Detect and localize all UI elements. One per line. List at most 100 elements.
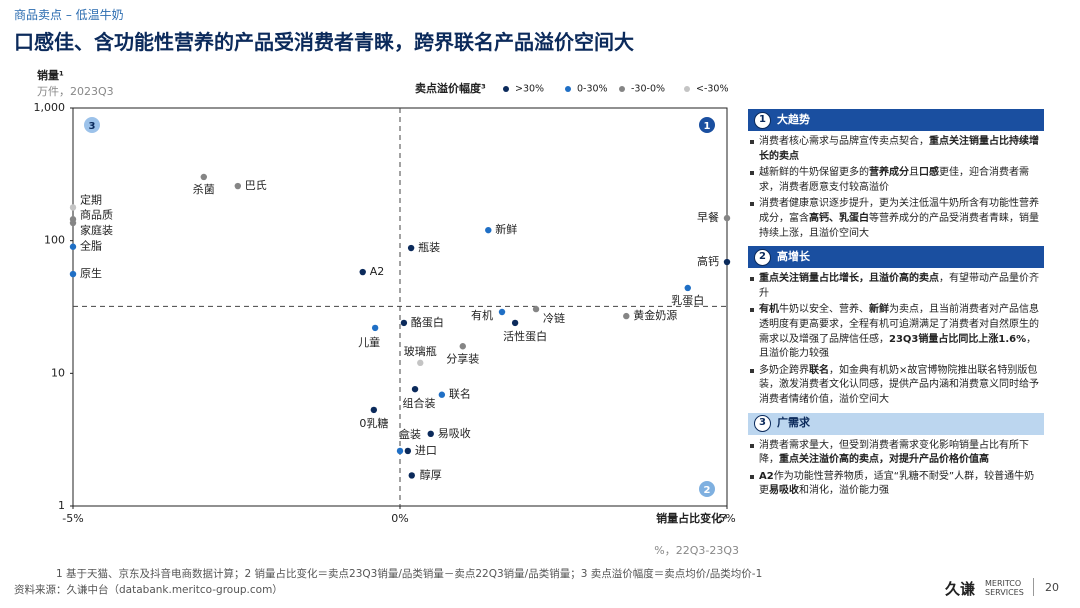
- bullet-text: 多奶企跨界: [759, 364, 809, 376]
- point: [69, 243, 77, 250]
- point-label: 分享装: [446, 351, 479, 365]
- bullet-text: 越新鲜的牛奶保留更多的: [759, 167, 869, 179]
- bullet-text: 易吸收: [769, 485, 799, 497]
- page-number: 20: [1045, 581, 1059, 594]
- point: [438, 391, 446, 398]
- point: [532, 305, 540, 313]
- section-title: 高增长: [777, 249, 810, 263]
- quadrant-badge: [699, 117, 715, 133]
- point: [485, 226, 492, 234]
- legend-label: -30-0%: [631, 84, 665, 95]
- bullet-text: 重点关注销量占比持续增长的卖点: [759, 136, 1039, 162]
- bullet: 多奶企跨界联名，如金典有机奶×故宫博物院推出联名特别版包装，激发消费者文化认同感…: [748, 364, 1044, 408]
- bullet-text: 消费者核心需求与品牌宣传卖点契合，: [759, 136, 929, 147]
- point-label: 早餐: [697, 210, 719, 224]
- bullet: 有机牛奶以安全、营养、新鲜为卖点，且当前消费者对产品信息透明度有更高要求，全程有…: [748, 303, 1044, 361]
- bullet-text: 口感: [919, 167, 939, 179]
- bullet-text: 高钙、乳蛋白: [809, 212, 869, 224]
- bullet-text: 重点关注溢价高的卖点，对提升产品价格价值高: [779, 454, 989, 466]
- x-tick-label: 0%: [391, 512, 408, 525]
- point-label: A2: [370, 265, 385, 278]
- y-axis-title: 销量¹: [37, 68, 64, 82]
- quadrant-label: 2: [704, 485, 711, 496]
- logo: 久谦: [945, 580, 976, 598]
- panel-section: 1 大趋势 消费者核心需求与品牌宣传卖点契合，重点关注销量占比持续增长的卖点 越新鲜的…: [748, 109, 1044, 241]
- bullet-text: 为卖点，且当前消费者对产品信息透明度有更高要求，全程有机可追溯满足了消费者对自然…: [759, 304, 1039, 345]
- point-label: 冷链: [543, 311, 565, 325]
- point-label: 巴氏: [245, 179, 267, 192]
- bullet-text: 有机: [759, 304, 779, 316]
- section-header: 3 广需求: [748, 412, 1044, 435]
- bullet-text: 作为功能性营养物质，适宜“乳糖不耐受”人群，较普通牛奶更: [759, 470, 1035, 497]
- legend-title: 卖点溢价幅度³: [415, 81, 486, 95]
- bullet: A2作为功能性营养物质，适宜“乳糖不耐受”人群，较普通牛奶更易吸收和消化，溢价能…: [748, 470, 1044, 499]
- point-label: 乳蛋白: [671, 293, 704, 307]
- point-label: 组合装: [403, 396, 436, 410]
- panel-section: 3 广需求消费者需求量大，但受到消费者需求变化影响销量占比有所下降，重点关注溢价高…: [748, 412, 1044, 499]
- bullet-text: ，且溢价能力较强: [759, 333, 1037, 360]
- y-tick-label: 1: [58, 499, 65, 512]
- y-tick-label: 10: [51, 366, 65, 379]
- point-label: 瓶装: [418, 240, 440, 254]
- y-tick-label: 100: [44, 234, 65, 247]
- chart: 销量¹ 万件，2023Q3 卖点溢价幅度³ 销量占比变化² %，22Q3-23Q…: [34, 68, 740, 557]
- logo-en: MERITCO SERVICES: [985, 579, 1024, 597]
- point: [427, 430, 434, 438]
- point-label: 高钙: [697, 254, 719, 268]
- point: [407, 244, 415, 252]
- point-label: 商品质: [80, 207, 113, 221]
- point-label: 0乳糖: [359, 416, 388, 430]
- slide-title: 口感佳、含功能性营养的产品受消费者青睐，跨界联名产品溢价空间大: [14, 30, 634, 54]
- point-label: 杀菌: [193, 182, 215, 196]
- bullet-text: 23Q3销量占比同比上涨1.6%: [889, 333, 1027, 345]
- x-axis-subtitle: %，22Q3-23Q3: [654, 544, 739, 557]
- section-number: 1: [754, 111, 771, 129]
- point-label: 儿童: [358, 335, 380, 349]
- point-label: 有机: [471, 308, 493, 322]
- bullet-text: 和消化，溢价能力强: [799, 485, 889, 497]
- point: [370, 406, 378, 414]
- bullet-text: 消费者健康意识逐步提升，更为关注低温牛奶所含有功能性营养成分，富含: [759, 198, 1039, 224]
- section-number: 3: [754, 415, 771, 432]
- point-label: 联名: [449, 387, 471, 401]
- point: [417, 359, 424, 367]
- x-tick-label: -5%: [62, 512, 83, 525]
- section-number: 2: [754, 248, 771, 266]
- bullet-text: 联名: [809, 364, 829, 376]
- bullet: 消费者需求量大，但受到消费者需求变化影响销量占比有所下降，重点关注溢价高的卖点，…: [748, 439, 1044, 468]
- point-label: 新鲜: [495, 222, 517, 236]
- point: [359, 268, 366, 276]
- y-tick-label: 1,000: [34, 101, 66, 114]
- point: [408, 472, 415, 479]
- bullet: 消费者健康意识逐步提升，更为关注低温牛奶所含有功能性营养成分，富含高钙、乳蛋白等…: [748, 197, 1044, 241]
- point: [498, 308, 506, 316]
- section-header: 2 高增长: [748, 246, 1044, 269]
- point: [723, 214, 731, 222]
- panel-section: 2 高增长 重点关注销量占比增长，且溢价高的卖点，有望带动产品量价齐升 有机牛奶以安全…: [748, 246, 1044, 407]
- bullet: 越新鲜的牛奶保留更多的营养成分且口感更佳，迎合消费者需求，消费者愿意支付较高溢价: [748, 166, 1044, 195]
- bullet-text: ，如金典有机奶×故宫博物院推出联名特别版包装，激发消费者文化认同感，提供产品内涵…: [759, 364, 1039, 405]
- quadrant-badge: [84, 117, 100, 133]
- legend-swatch: [684, 86, 690, 92]
- bullet-text: 牛奶以安全、营养、: [779, 304, 869, 316]
- quadrant-label: 3: [89, 121, 96, 132]
- point: [69, 204, 77, 211]
- point-label: 易吸收: [438, 426, 471, 440]
- point: [234, 182, 242, 190]
- point: [400, 319, 408, 327]
- point: [411, 385, 419, 393]
- point: [396, 447, 404, 455]
- point-label: 原生: [80, 266, 102, 280]
- bullet-text: 重点关注销量占比增长，且溢价高的卖点: [759, 273, 939, 285]
- point-label: 全脂: [80, 239, 102, 253]
- bullet-text: 更佳，迎合消费者需求，消费者愿意支付较高溢价: [759, 167, 1029, 193]
- bullet-text: 消费者需求量大，但受到消费者需求变化影响销量占比有所下降，: [759, 439, 1029, 466]
- point-label: 活性蛋白: [503, 329, 547, 343]
- point: [371, 324, 379, 332]
- bullet-text: 新鲜: [869, 304, 889, 316]
- section-label: 商品卖点 – 低温牛奶: [14, 8, 124, 22]
- quadrant-badge: [699, 481, 715, 497]
- insight-panel: 1 大趋势 消费者核心需求与品牌宣传卖点契合，重点关注销量占比持续增长的卖点 越新鲜的…: [748, 109, 1044, 504]
- bullet-text: 等营养成分的产品受消费者青睐，销量持续上涨，且溢价空间大: [759, 212, 1039, 239]
